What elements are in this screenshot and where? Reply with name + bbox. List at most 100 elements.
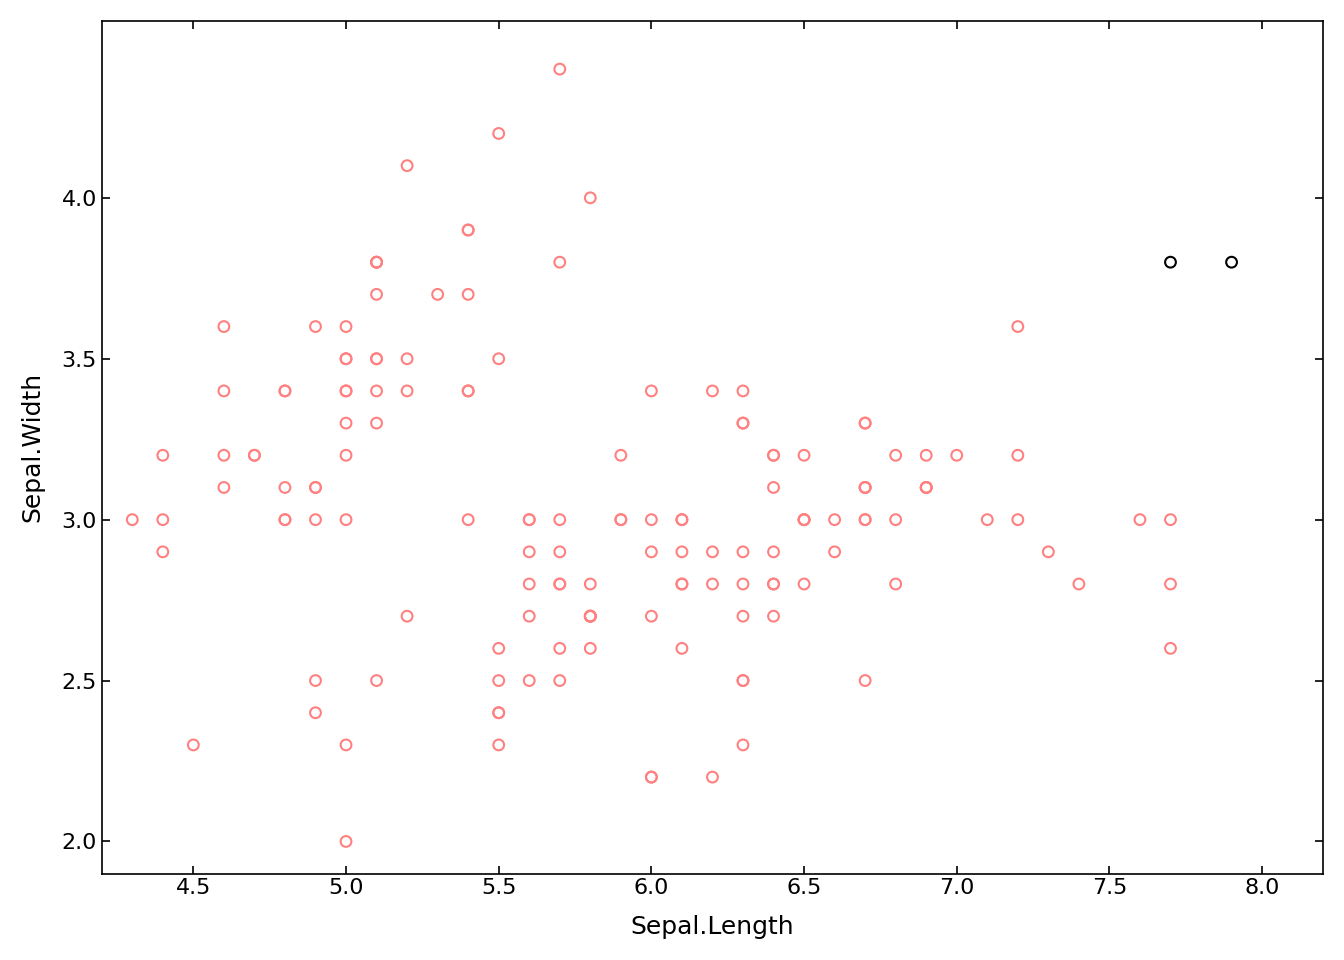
Point bbox=[732, 673, 754, 688]
Point bbox=[335, 383, 356, 398]
Point bbox=[366, 287, 387, 302]
Point bbox=[519, 576, 540, 591]
Point bbox=[519, 609, 540, 624]
Point bbox=[793, 447, 814, 463]
Point bbox=[732, 544, 754, 560]
Point bbox=[641, 769, 663, 784]
Point bbox=[335, 447, 356, 463]
Point bbox=[488, 673, 509, 688]
Point bbox=[855, 512, 876, 527]
Point bbox=[548, 512, 570, 527]
Point bbox=[641, 609, 663, 624]
Point bbox=[793, 512, 814, 527]
Point bbox=[977, 512, 999, 527]
Point bbox=[457, 223, 478, 238]
Point bbox=[579, 609, 601, 624]
Point bbox=[427, 287, 449, 302]
Point bbox=[855, 416, 876, 431]
Point bbox=[763, 447, 785, 463]
Point bbox=[1160, 576, 1181, 591]
Point bbox=[274, 383, 296, 398]
Point bbox=[579, 576, 601, 591]
Point bbox=[732, 416, 754, 431]
Point bbox=[366, 254, 387, 270]
Point bbox=[457, 383, 478, 398]
Point bbox=[121, 512, 142, 527]
Point bbox=[884, 447, 906, 463]
Point bbox=[763, 480, 785, 495]
Point bbox=[548, 61, 570, 77]
Point bbox=[579, 609, 601, 624]
Point bbox=[824, 544, 845, 560]
Point bbox=[214, 383, 235, 398]
Point bbox=[884, 512, 906, 527]
Point bbox=[671, 640, 692, 656]
Point bbox=[548, 254, 570, 270]
Point bbox=[519, 673, 540, 688]
Point bbox=[579, 609, 601, 624]
Point bbox=[305, 480, 327, 495]
Point bbox=[519, 544, 540, 560]
Point bbox=[1068, 576, 1090, 591]
Point bbox=[366, 254, 387, 270]
Point bbox=[915, 480, 937, 495]
Point bbox=[305, 512, 327, 527]
Point bbox=[1007, 319, 1028, 334]
Point bbox=[548, 640, 570, 656]
Point bbox=[946, 447, 968, 463]
Point bbox=[366, 351, 387, 367]
Point bbox=[396, 383, 418, 398]
Point bbox=[152, 544, 173, 560]
Point bbox=[732, 416, 754, 431]
Point bbox=[702, 544, 723, 560]
Point bbox=[763, 576, 785, 591]
Point bbox=[855, 512, 876, 527]
Point bbox=[732, 576, 754, 591]
Point bbox=[335, 383, 356, 398]
Point bbox=[732, 673, 754, 688]
Point bbox=[1160, 640, 1181, 656]
Point bbox=[641, 544, 663, 560]
Point bbox=[915, 447, 937, 463]
Point bbox=[732, 383, 754, 398]
Point bbox=[274, 383, 296, 398]
Point bbox=[519, 512, 540, 527]
Point bbox=[579, 609, 601, 624]
Point bbox=[457, 223, 478, 238]
Point bbox=[641, 769, 663, 784]
Point bbox=[793, 512, 814, 527]
Point bbox=[214, 480, 235, 495]
Point bbox=[335, 351, 356, 367]
Point bbox=[641, 383, 663, 398]
Point bbox=[488, 737, 509, 753]
Point bbox=[763, 576, 785, 591]
Point bbox=[1160, 254, 1181, 270]
Point bbox=[396, 158, 418, 174]
X-axis label: Sepal.Length: Sepal.Length bbox=[630, 915, 794, 939]
Point bbox=[1038, 544, 1059, 560]
Point bbox=[305, 480, 327, 495]
Point bbox=[855, 673, 876, 688]
Point bbox=[610, 512, 632, 527]
Point bbox=[305, 705, 327, 720]
Point bbox=[335, 512, 356, 527]
Point bbox=[824, 512, 845, 527]
Point bbox=[548, 576, 570, 591]
Point bbox=[274, 512, 296, 527]
Point bbox=[243, 447, 265, 463]
Point bbox=[579, 190, 601, 205]
Point bbox=[732, 609, 754, 624]
Point bbox=[335, 737, 356, 753]
Point bbox=[335, 319, 356, 334]
Point bbox=[793, 512, 814, 527]
Point bbox=[702, 383, 723, 398]
Point bbox=[396, 609, 418, 624]
Point bbox=[488, 351, 509, 367]
Point bbox=[1007, 447, 1028, 463]
Point bbox=[763, 609, 785, 624]
Point bbox=[793, 576, 814, 591]
Point bbox=[1129, 512, 1150, 527]
Point bbox=[579, 640, 601, 656]
Point bbox=[183, 737, 204, 753]
Point bbox=[671, 544, 692, 560]
